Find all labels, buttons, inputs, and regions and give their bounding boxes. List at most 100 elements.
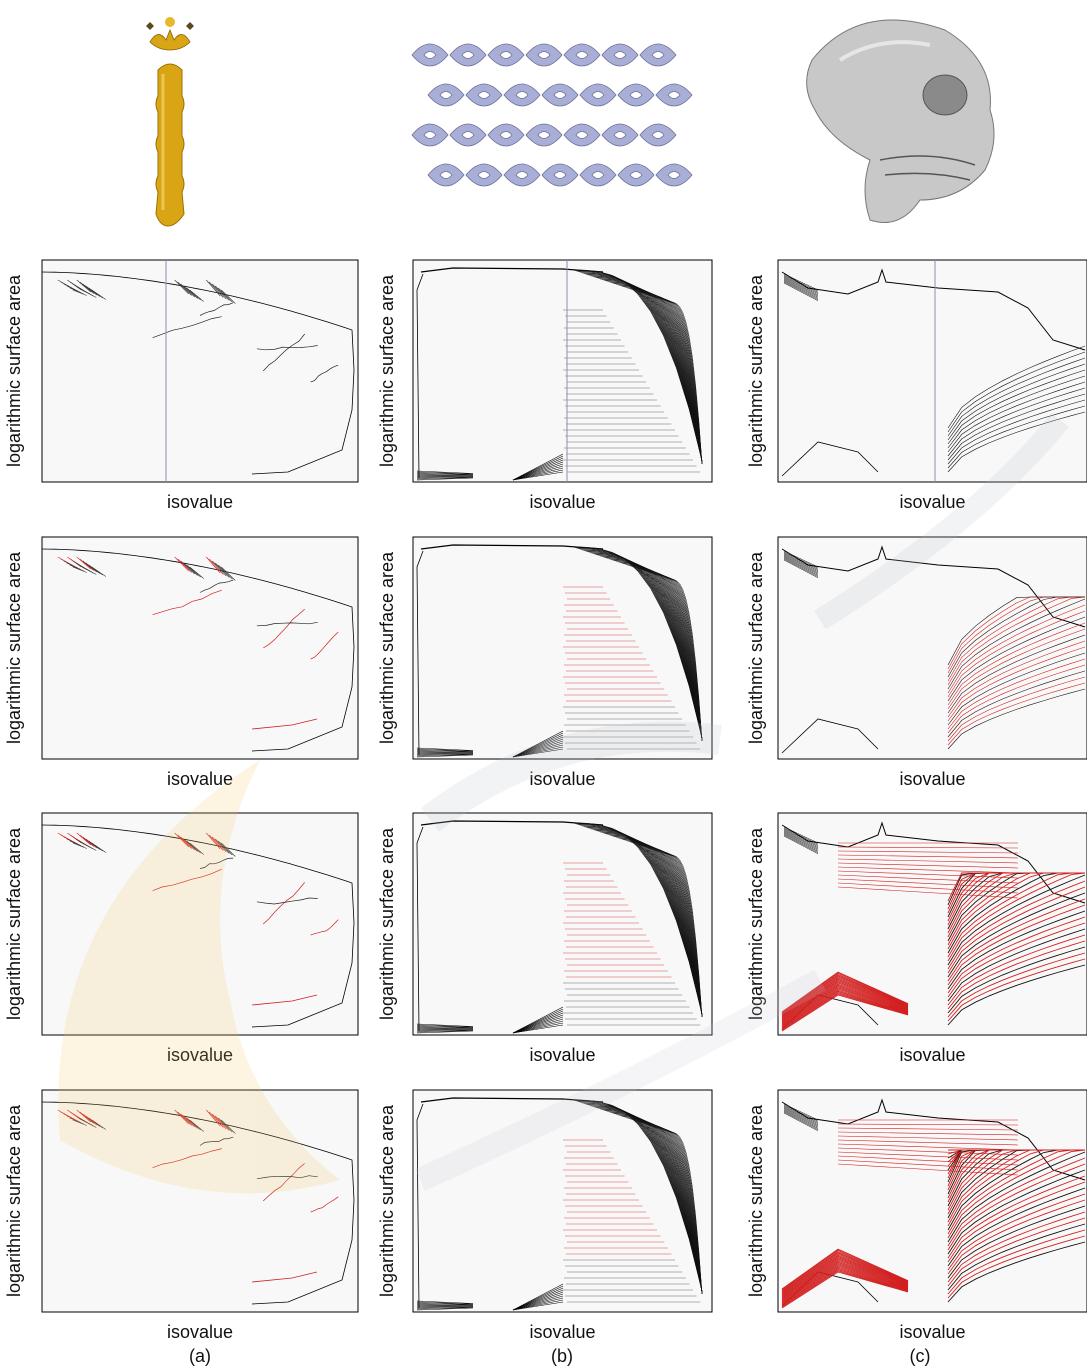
lattice-cell <box>541 83 579 107</box>
series-line <box>634 290 703 463</box>
series-line <box>625 287 703 463</box>
series-line <box>512 1012 564 1034</box>
branch-line <box>781 1257 909 1297</box>
column-caption-a: (a) <box>189 1346 211 1366</box>
series-line <box>416 1307 474 1310</box>
series-line <box>635 290 703 463</box>
series-line <box>416 1306 474 1309</box>
x-axis-label: isovalue <box>899 769 965 789</box>
branch-line <box>781 1263 909 1302</box>
lattice-cell <box>655 163 693 187</box>
branch-line <box>837 1147 1019 1156</box>
branch-line <box>837 862 1019 869</box>
series-line <box>512 1295 564 1311</box>
y-axis-label: logarithmic surface area <box>746 274 766 467</box>
series-line <box>608 1111 703 1293</box>
branch-line <box>72 566 87 573</box>
series-line <box>512 1299 564 1311</box>
branch-line <box>212 283 227 300</box>
branch-line <box>781 1260 909 1300</box>
branch-line <box>837 1163 1019 1176</box>
branch-line <box>837 882 1019 894</box>
branch-line <box>174 556 189 572</box>
branch-line <box>69 1117 84 1125</box>
series-line <box>783 835 819 855</box>
branch-line <box>72 842 87 849</box>
series-line <box>608 281 703 463</box>
series-line <box>616 1114 703 1293</box>
y-axis-label: logarithmic surface area <box>377 827 397 1020</box>
lattice-cell <box>411 123 449 147</box>
series-line <box>603 1109 703 1292</box>
series-line <box>607 1111 703 1292</box>
series-line <box>635 1120 703 1293</box>
series-line <box>783 551 819 569</box>
series-line <box>947 1175 1086 1259</box>
series-line <box>416 754 474 757</box>
series-line <box>617 561 703 740</box>
series-line <box>598 278 703 462</box>
series-line <box>630 565 703 740</box>
branch-line <box>837 878 1019 889</box>
branch-line <box>781 977 909 1018</box>
branch-line <box>256 345 318 351</box>
branch-line <box>781 978 909 1019</box>
branch-line <box>180 836 195 851</box>
series-line <box>626 287 703 463</box>
x-axis-label: isovalue <box>899 1322 965 1342</box>
branch-line <box>76 1109 91 1123</box>
branch-line <box>79 834 94 847</box>
branch-line <box>174 832 189 848</box>
series-line <box>512 1293 564 1311</box>
plot-area <box>777 536 1087 760</box>
chart-panel-c-4: logarithmic surface area isovalue <box>746 1089 1087 1342</box>
series-line <box>512 1297 564 1311</box>
branch-line <box>69 840 84 848</box>
series-line <box>783 556 819 575</box>
series-line <box>783 553 819 571</box>
branch-line <box>82 289 97 298</box>
branch-line <box>251 994 318 1006</box>
series-line <box>947 1223 1086 1291</box>
branch-line <box>262 882 305 925</box>
branch-line <box>837 850 1019 854</box>
branch-line <box>251 1271 318 1283</box>
series-line <box>783 828 819 846</box>
chart-panel-a-3: logarithmic surface area isovalue <box>4 812 359 1065</box>
lattice-cell <box>617 163 655 187</box>
series-line <box>644 846 703 1017</box>
series-line <box>947 1157 1086 1247</box>
branch-line <box>85 285 100 297</box>
branch-line <box>85 562 100 574</box>
lattice-cell <box>601 123 639 147</box>
watermark <box>58 413 1069 1194</box>
branch-line <box>183 562 198 576</box>
branch-line <box>189 1119 204 1132</box>
series-line <box>947 928 1086 1002</box>
series-line <box>947 658 1086 730</box>
branch-line <box>781 990 909 1029</box>
series-line <box>616 561 703 740</box>
series-line <box>947 682 1086 746</box>
branch-line <box>199 1136 234 1146</box>
series-line <box>947 616 1086 702</box>
x-axis-label: isovalue <box>529 492 595 512</box>
branch-line <box>781 1267 909 1306</box>
x-axis-label: isovalue <box>167 769 233 789</box>
series-line <box>416 1026 474 1029</box>
branch-line <box>215 1115 230 1131</box>
series-line <box>512 463 564 481</box>
series-line <box>947 381 1086 453</box>
branch-line <box>781 971 909 1013</box>
series-line <box>783 555 819 574</box>
series-line <box>512 461 564 481</box>
branch-line <box>781 989 909 1028</box>
plot-area <box>412 259 713 483</box>
series-line <box>630 1118 703 1293</box>
series-line <box>420 544 604 550</box>
series-line <box>947 1181 1086 1263</box>
branch-line <box>177 1111 192 1126</box>
series-line <box>635 567 703 740</box>
series-line <box>580 825 703 1015</box>
branch-line <box>781 1252 909 1293</box>
